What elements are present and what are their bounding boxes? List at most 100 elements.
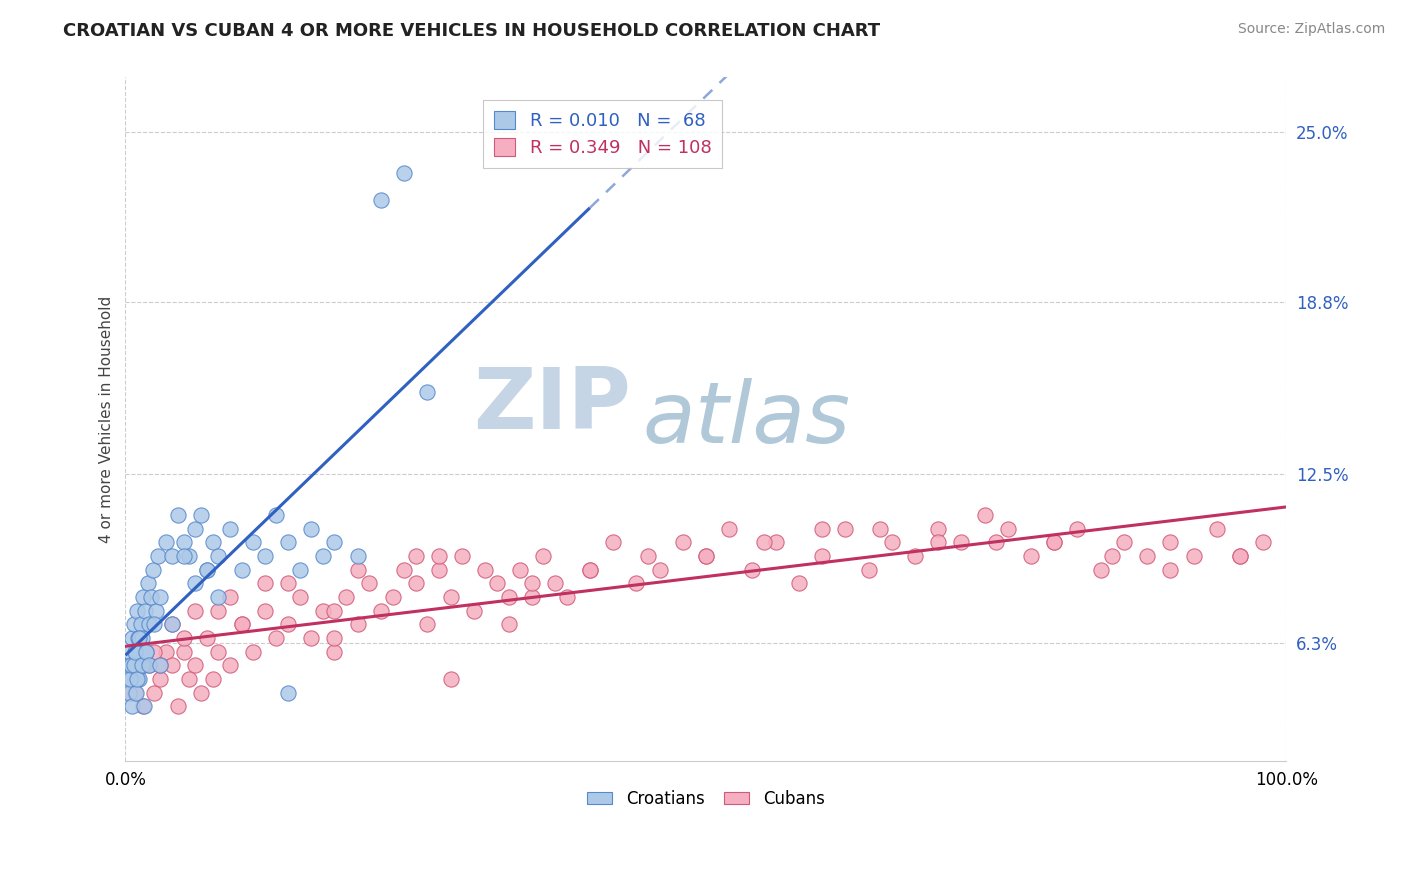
Point <box>219 658 242 673</box>
Point <box>120 645 142 659</box>
Point <box>135 645 157 659</box>
Point <box>125 645 148 659</box>
Text: ZIP: ZIP <box>472 364 630 447</box>
Point <box>134 604 156 618</box>
Point <box>1159 535 1181 549</box>
Point <box>120 672 142 686</box>
Point <box>648 563 671 577</box>
Point <box>312 604 335 618</box>
Point <box>346 549 368 563</box>
Point <box>405 576 427 591</box>
Point <box>439 590 461 604</box>
Point <box>997 522 1019 536</box>
Point <box>288 590 311 604</box>
Point <box>120 686 142 700</box>
Point <box>463 604 485 618</box>
Point <box>166 508 188 522</box>
Point <box>533 549 555 563</box>
Point <box>1159 563 1181 577</box>
Point <box>370 194 392 208</box>
Point <box>485 576 508 591</box>
Point <box>266 508 288 522</box>
Point <box>1251 535 1274 549</box>
Point <box>811 549 834 563</box>
Point <box>416 384 439 399</box>
Point <box>555 590 578 604</box>
Point <box>544 576 567 591</box>
Point <box>143 645 166 659</box>
Point <box>122 617 145 632</box>
Point <box>323 535 346 549</box>
Point <box>1205 522 1227 536</box>
Point <box>602 535 624 549</box>
Point <box>124 658 146 673</box>
Point <box>120 658 142 673</box>
Point <box>520 576 543 591</box>
Point <box>231 617 253 632</box>
Point <box>752 535 775 549</box>
Point <box>718 522 741 536</box>
Point <box>120 672 142 686</box>
Point <box>207 549 229 563</box>
Point <box>127 631 149 645</box>
Point <box>451 549 474 563</box>
Point <box>132 699 155 714</box>
Point <box>179 549 201 563</box>
Point <box>253 576 276 591</box>
Point <box>184 604 207 618</box>
Point <box>173 631 195 645</box>
Point <box>299 522 322 536</box>
Point <box>166 699 188 714</box>
Text: atlas: atlas <box>643 377 851 461</box>
Point <box>146 549 169 563</box>
Point <box>132 699 155 714</box>
Point <box>129 617 152 632</box>
Point <box>416 617 439 632</box>
Point <box>201 535 224 549</box>
Point <box>184 576 207 591</box>
Point <box>184 658 207 673</box>
Point <box>149 672 172 686</box>
Point <box>124 645 146 659</box>
Point <box>288 563 311 577</box>
Point <box>173 645 195 659</box>
Point <box>277 686 299 700</box>
Point <box>242 535 264 549</box>
Point <box>1182 549 1205 563</box>
Point <box>869 522 891 536</box>
Point <box>231 563 253 577</box>
Point <box>231 617 253 632</box>
Point <box>672 535 695 549</box>
Point <box>195 563 218 577</box>
Point <box>121 699 143 714</box>
Point <box>131 631 153 645</box>
Point <box>346 617 368 632</box>
Point <box>138 658 160 673</box>
Point <box>132 658 155 673</box>
Point <box>125 672 148 686</box>
Point <box>1043 535 1066 549</box>
Point <box>1229 549 1251 563</box>
Point <box>811 522 834 536</box>
Point <box>1043 535 1066 549</box>
Point <box>138 658 160 673</box>
Point <box>138 617 160 632</box>
Point <box>439 672 461 686</box>
Point <box>219 590 242 604</box>
Point <box>143 686 166 700</box>
Point <box>142 563 165 577</box>
Point <box>579 563 602 577</box>
Point <box>1136 549 1159 563</box>
Point <box>405 549 427 563</box>
Point <box>242 645 264 659</box>
Point <box>277 617 299 632</box>
Point <box>323 631 346 645</box>
Point <box>190 686 212 700</box>
Point <box>179 672 201 686</box>
Point <box>160 617 183 632</box>
Point <box>207 604 229 618</box>
Point <box>637 549 659 563</box>
Point <box>195 563 218 577</box>
Point <box>858 563 880 577</box>
Point <box>427 549 450 563</box>
